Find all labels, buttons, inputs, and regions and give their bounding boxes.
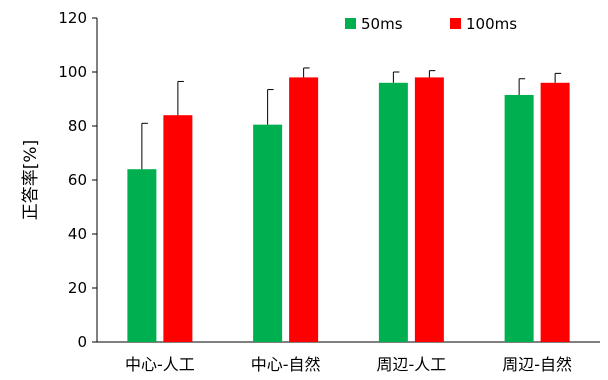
legend-swatch-50ms bbox=[345, 18, 356, 29]
x-tick-label: 周辺-人工 bbox=[376, 355, 446, 374]
x-tick-label: 中心-人工 bbox=[125, 355, 195, 374]
y-axis: 0 20 40 60 80 100 120 bbox=[58, 9, 98, 351]
bar-100ms-中心-人工 bbox=[163, 115, 193, 342]
x-tick-label: 周辺-自然 bbox=[502, 355, 572, 374]
y-tick-label: 120 bbox=[58, 9, 87, 27]
y-tick-label: 20 bbox=[68, 279, 87, 297]
y-axis-title: 正答率[%] bbox=[21, 140, 41, 220]
legend-label: 100ms bbox=[466, 15, 517, 33]
legend-swatch-100ms bbox=[450, 18, 461, 29]
y-tick-label: 100 bbox=[58, 63, 87, 81]
bar-50ms-中心-自然 bbox=[253, 124, 283, 343]
x-tick-label: 中心-自然 bbox=[251, 355, 321, 374]
y-tick-label: 80 bbox=[68, 117, 87, 135]
bar-50ms-周辺-人工 bbox=[378, 82, 408, 343]
y-tick-label: 60 bbox=[68, 171, 87, 189]
y-tick-label: 40 bbox=[68, 225, 87, 243]
bar-100ms-中心-自然 bbox=[289, 77, 319, 343]
bars bbox=[127, 77, 570, 343]
x-axis: 中心-人工 中心-自然 周辺-人工 周辺-自然 bbox=[97, 341, 600, 374]
bar-50ms-中心-人工 bbox=[127, 169, 157, 342]
bar-100ms-周辺-人工 bbox=[414, 77, 444, 343]
y-tick-label: 0 bbox=[77, 333, 87, 351]
bar-100ms-周辺-自然 bbox=[540, 82, 570, 343]
error-bars bbox=[141, 67, 562, 170]
legend: 50ms 100ms bbox=[345, 15, 517, 33]
legend-label: 50ms bbox=[361, 15, 403, 33]
bar-50ms-周辺-自然 bbox=[504, 94, 534, 342]
